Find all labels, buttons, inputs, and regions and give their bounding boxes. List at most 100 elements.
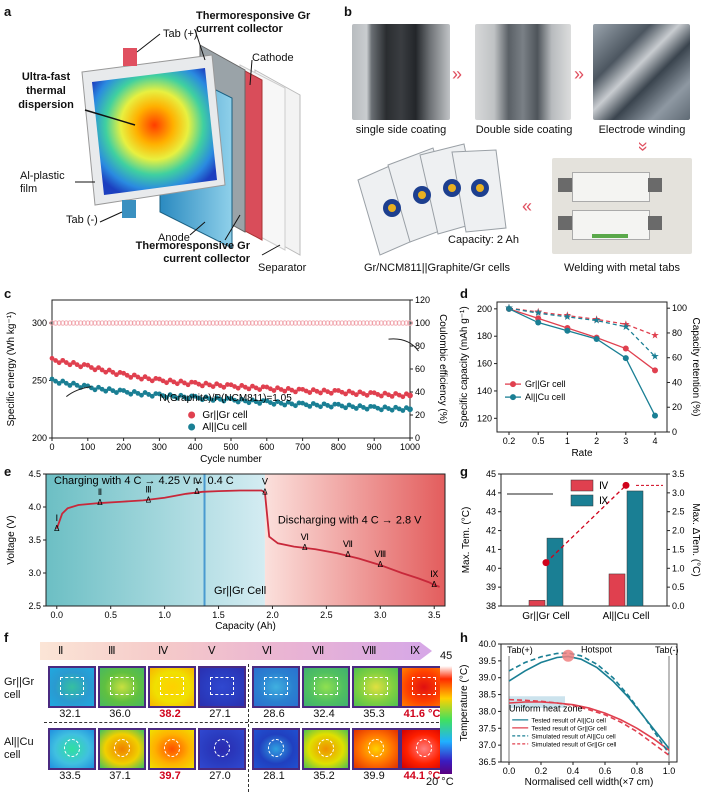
energy-point [364,392,370,398]
energy-point [49,355,55,361]
ce-point [335,320,341,326]
star-point: ★ [563,311,572,322]
x-axis-label: Normalised cell width(×7 cm) [525,777,654,788]
ce-point [357,320,363,326]
energy-point [214,395,220,401]
energy-point [167,377,173,383]
photo-winding [593,24,690,120]
plot-frame [496,301,668,433]
temperature-value: 33.5 [59,770,81,782]
y-tick-label: 4.5 [28,469,41,479]
energy-point [278,400,284,406]
chart-c: 0 100 200 300 400 500 600 700 800 900 100020025030… [6,295,448,465]
ce-point [342,320,349,326]
ce-point [189,320,195,326]
panel-label-h: h [460,630,468,645]
energy-point [325,403,331,408]
ce-point [103,320,109,326]
y2-tick-label: 80 [672,328,682,338]
stage-label: Ⅴ [262,476,269,486]
stage-label: Ⅳ [193,476,202,486]
y2-tick-label: 60 [415,364,425,374]
y-tick-label: 44 [486,488,496,498]
energy-point [182,380,187,386]
ce-point [128,320,134,326]
energy-point [63,360,69,365]
ce-point [292,320,299,326]
energy-point [328,404,334,410]
energy-point [353,392,359,398]
y2-tick-label: 0.5 [672,582,685,592]
energy-point [361,391,366,397]
ce-point [257,320,263,326]
y2-tick-label: 120 [415,295,430,305]
energy-point [60,357,66,363]
row2-label: Al||Cu cell [4,736,34,761]
energy-point [178,378,184,384]
energy-point [260,384,266,390]
temperature-value: 32.4 [313,708,335,720]
energy-point [153,376,159,381]
thermal-image [302,666,350,708]
y2-tick-label: 0.0 [672,601,685,611]
energy-point [336,388,341,393]
ce-point [317,320,324,326]
step4-label: Welding with metal tabs [564,262,680,274]
x-tick-label: 400 [188,442,203,452]
x-axis-label: Capacity (Ah) [215,621,276,631]
ce-point [181,320,188,326]
ce-point [364,320,370,326]
energy-point [103,369,109,375]
energy-point [164,380,169,386]
photo-pouch-cells [357,143,507,256]
temperature-value: 27.1 [209,708,231,720]
step2-label: Double side coating [475,124,573,136]
energy-point [81,382,87,388]
energy-point [271,388,277,393]
panel-label-e: e [4,464,12,479]
energy-point [246,386,252,392]
ce-point [106,320,112,326]
y2-axis-label: Coulombic efficiency (%) [437,314,448,424]
ce-point [299,320,306,326]
energy-point [264,398,270,404]
stage-marker: Δ [302,543,308,552]
energy-point [350,390,356,396]
step3-label: Electrode winding [598,124,686,136]
delta-point [622,481,630,489]
ce-point [282,320,288,326]
energy-point [196,395,202,401]
ce-point [385,320,392,326]
energy-point [310,401,316,406]
energy-point [67,362,73,368]
star-point: ★ [621,322,630,333]
energy-point [60,378,66,384]
energy-point [353,406,359,411]
energy-point [171,379,177,385]
energy-point [303,388,309,394]
ce-point [389,320,395,326]
y2-tick-label: 3.5 [672,469,685,479]
energy-point [400,394,406,400]
stage-label: Ⅷ [374,549,386,559]
x-tick-label: 0.5 [532,436,545,446]
y-tick-label: 300 [32,318,47,328]
ce-point [67,320,73,326]
bar [546,537,564,607]
x-tick-label: 0.0 [503,766,516,776]
energy-point [149,378,155,384]
y2-tick-label: 40 [672,377,682,387]
energy-point [221,398,227,404]
energy-point [339,389,345,395]
discharge-text: Discharging with 4 C → 2.8 V [278,515,422,527]
energy-point [49,376,55,382]
ce-point [228,320,234,326]
energy-point [368,403,374,409]
arrow-right [388,338,419,352]
energy-point [199,383,205,389]
ce-point [321,320,327,326]
energy-point [56,360,62,366]
energy-point [228,396,234,401]
y2-tick-label: 100 [415,318,430,328]
ce-point [135,320,141,326]
